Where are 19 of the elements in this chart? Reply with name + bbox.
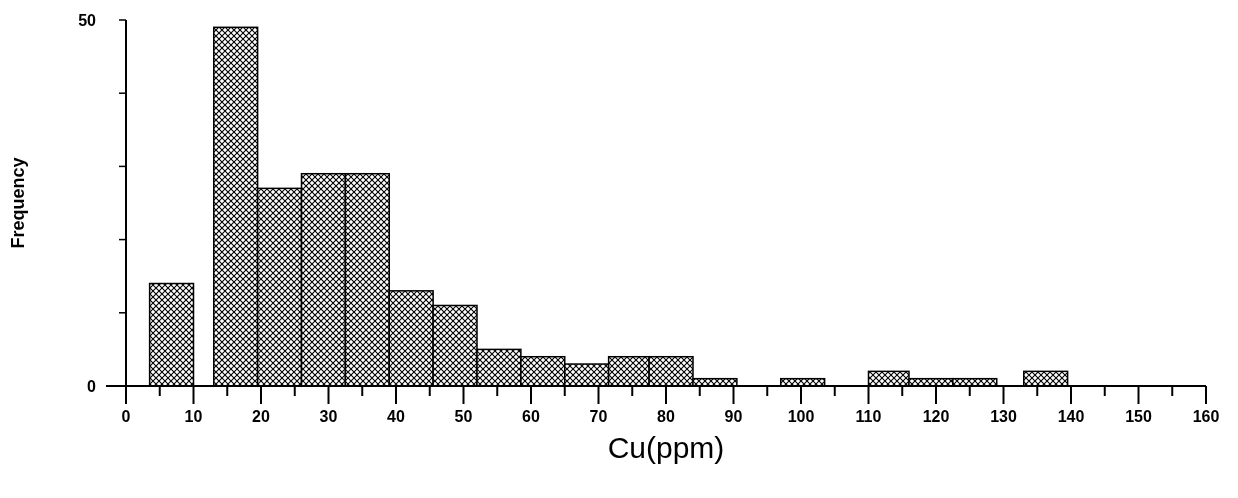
x-tick-label: 70 [589, 408, 608, 425]
x-tick-label: 30 [319, 408, 338, 425]
x-tick-label: 160 [1192, 408, 1220, 425]
x-tick-label: 90 [724, 408, 743, 425]
y-axis-title: Frequency [8, 157, 28, 249]
x-tick-label: 150 [1125, 408, 1152, 425]
x-tick-label: 60 [522, 408, 540, 425]
x-tick-label: 50 [454, 408, 473, 425]
x-tick-label: 10 [184, 408, 203, 425]
x-axis-title: Cu(ppm) [607, 431, 725, 464]
x-tick-label: 80 [657, 408, 675, 425]
x-tick-label: 140 [1057, 408, 1085, 425]
x-tick-label: 130 [990, 408, 1017, 425]
x-tick-label: 40 [387, 408, 405, 425]
x-tick-label: 20 [252, 408, 270, 425]
x-tick-label: 120 [922, 408, 950, 425]
x-tick-label: 0 [121, 408, 131, 425]
x-tick-label: 110 [855, 408, 882, 425]
x-tick-label: 100 [787, 408, 815, 425]
